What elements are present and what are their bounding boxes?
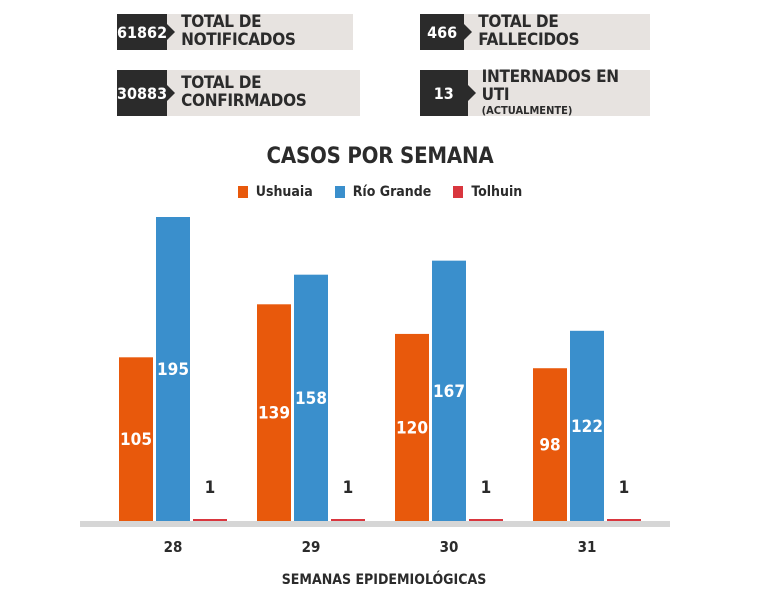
stat-confirmados: 30883 TOTAL DE CONFIRMADOS	[117, 70, 360, 116]
data-label: 1	[481, 478, 492, 498]
data-label: 1	[343, 478, 354, 498]
bar-tolhuin-29	[331, 519, 365, 521]
legend-label: Tolhuin	[471, 184, 523, 200]
chart-title: CASOS POR SEMANA	[266, 144, 494, 169]
stat-notificados: 61862 TOTAL DE NOTIFICADOS	[117, 12, 353, 50]
data-label: 122	[571, 417, 603, 437]
bar-ushuaia-30	[395, 333, 429, 521]
x-tick-label: 29	[302, 538, 321, 556]
stat-value: 30883	[117, 70, 176, 116]
data-label: 195	[157, 360, 189, 380]
bar-tolhuin-31	[607, 519, 641, 521]
data-label: 120	[396, 418, 428, 438]
legend-swatch	[334, 186, 345, 198]
stat-label: TOTAL DE FALLECIDOS	[478, 12, 580, 50]
x-tick-label: 30	[440, 538, 459, 556]
bar-río-grande-30	[432, 260, 466, 521]
stat-value: 466	[420, 14, 473, 50]
data-label: 1	[205, 478, 216, 498]
bar-ushuaia-28	[119, 357, 153, 521]
stat-fallecidos: 466 TOTAL DE FALLECIDOS	[420, 12, 650, 50]
legend-label: Río Grande	[352, 184, 432, 200]
stat-label: TOTAL DE CONFIRMADOS	[181, 73, 307, 111]
data-label: 139	[258, 404, 290, 424]
legend-item: Ushuaia	[237, 184, 313, 200]
bar-tolhuin-28	[193, 519, 227, 521]
stat-value: 61862	[117, 14, 176, 50]
stat-label: TOTAL DE NOTIFICADOS	[181, 12, 296, 50]
data-label: 167	[433, 382, 465, 402]
bar-río-grande-31	[570, 330, 604, 521]
x-tick-label: 28	[164, 538, 183, 556]
bar-tolhuin-30	[469, 519, 503, 521]
data-label: 98	[539, 436, 560, 456]
legend-swatch	[453, 186, 464, 198]
stat-label: INTERNADOS EN UTI	[481, 67, 619, 106]
stat-value: 13	[420, 70, 476, 116]
data-label: 105	[120, 430, 152, 450]
legend-item: Río Grande	[334, 184, 432, 200]
bar-ushuaia-31	[533, 368, 567, 521]
legend: Ushuaia Río Grande Tolhuin	[0, 184, 760, 200]
data-label: 1	[619, 478, 630, 498]
data-label: 158	[295, 389, 327, 409]
legend-swatch	[237, 186, 248, 198]
x-tick-label: 31	[578, 538, 597, 556]
bar-río-grande-28	[156, 217, 190, 521]
x-axis-baseline	[80, 521, 670, 527]
legend-item: Tolhuin	[453, 184, 522, 200]
bar-río-grande-29	[294, 274, 328, 521]
stat-sublabel: (ACTUALMENTE)	[481, 104, 573, 118]
stat-internados: 13 INTERNADOS EN UTI (ACTUALMENTE)	[420, 67, 650, 118]
x-axis-title: SEMANAS EPIDEMIOLÓGICAS	[281, 572, 487, 588]
bar-ushuaia-29	[257, 304, 291, 521]
legend-label: Ushuaia	[255, 184, 313, 200]
